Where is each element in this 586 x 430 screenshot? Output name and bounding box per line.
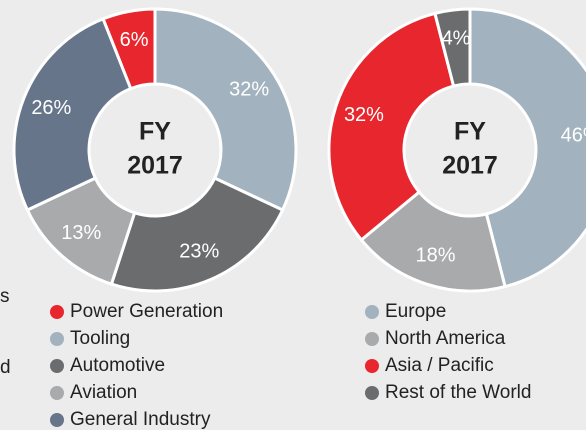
legend-swatch [365, 305, 379, 319]
slice-label: 13% [61, 222, 101, 244]
center-label: 2017 [442, 152, 498, 180]
slice-label: 46% [561, 124, 586, 146]
cut-text: d [0, 357, 11, 378]
legend-label: Tooling [70, 328, 130, 349]
donut-slice [327, 11, 456, 242]
donut-slice [359, 189, 507, 293]
slice-label: 18% [416, 244, 456, 266]
legend-swatch [365, 386, 379, 400]
legend-label: Automotive [70, 355, 165, 376]
legend-swatch [365, 332, 379, 346]
legend-label: General Industry [70, 409, 211, 430]
slice-label: 23% [179, 241, 219, 263]
donut-slice [433, 7, 472, 88]
legend-label: Asia / Pacific [385, 355, 494, 376]
legend-label: Europe [385, 301, 446, 322]
legend-swatch [50, 305, 64, 319]
donut-slice [153, 7, 298, 213]
legend-swatch [50, 359, 64, 373]
legend-label: North America [385, 328, 506, 349]
cut-text: s [0, 286, 10, 307]
donut-slice [468, 7, 586, 289]
center-label: FY [454, 118, 486, 146]
legend-swatch [50, 413, 64, 427]
slice-label: 4% [442, 28, 471, 50]
slice-label: 26% [31, 97, 71, 119]
legend-label: Rest of the World [385, 382, 531, 403]
slice-label: 6% [120, 29, 149, 51]
legend-label: Aviation [70, 382, 137, 403]
legend-swatch [50, 332, 64, 346]
center-label: 2017 [127, 152, 183, 180]
legend-swatch [50, 386, 64, 400]
legend-label: Power Generation [70, 301, 223, 322]
center-label: FY [139, 118, 171, 146]
donut-slice [109, 176, 285, 293]
slice-label: 32% [344, 104, 384, 126]
donut-slice [12, 16, 133, 213]
slice-label: 32% [229, 79, 269, 101]
legend-swatch [365, 359, 379, 373]
